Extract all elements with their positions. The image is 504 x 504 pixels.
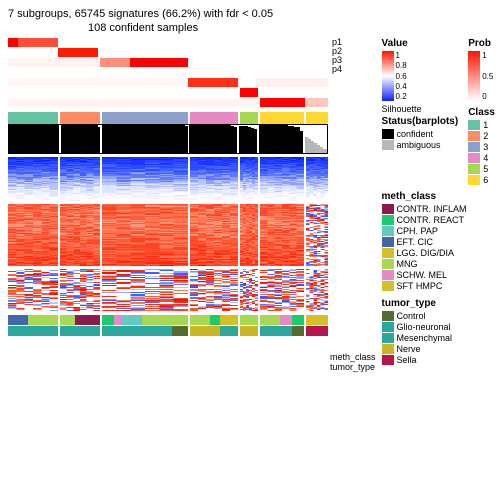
prob-legend: Prob 10.50 [468,38,495,101]
plot-title: 7 subgroups, 65745 signatures (66.2%) wi… [8,8,496,20]
probability-tracks-56 [8,78,328,108]
legends-column: Value 10.80.60.40.2 Silhouette Status(ba… [382,38,495,372]
main-heatmap-column: 123 [8,38,328,372]
tumor-type-annotation [8,326,328,336]
silhouette-barplot [8,124,328,154]
class-annotation-bar [8,112,328,124]
status-legend: Status(barplots)confidentambiguous [382,116,459,150]
probability-tracks [8,38,328,78]
value-legend: Value 10.80.60.40.2 Silhouette Status(ba… [382,38,459,185]
tumor-type-label: tumor_type [330,362,376,372]
track-labels: p1p2p3p4 meth_class tumor_type [330,38,376,372]
class-legend: Class123456 [468,107,495,185]
heatmap-body: 123 [8,157,328,314]
tumor-type-legend: tumor_typeControlGlio-neuronalMesenchyma… [382,298,495,366]
meth-class-label: meth_class [330,352,376,362]
meth-class-legend: meth_classCONTR. INFLAMCONTR. REACTCPH. … [382,191,495,292]
meth-class-annotation [8,315,328,325]
plot-subtitle: 108 confident samples [88,22,496,34]
silhouette-label: Silhouette [382,104,459,114]
